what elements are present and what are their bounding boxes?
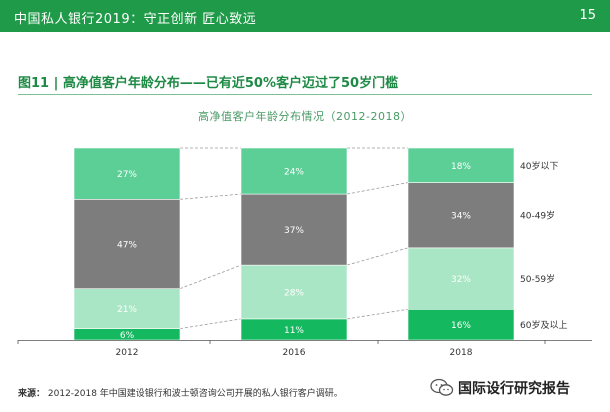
connector-line [346,308,409,320]
wechat-icon [430,378,454,396]
source-label: 来源： [18,389,46,399]
data-label-under40-2012: 27% [117,170,137,180]
title-divider [18,94,592,95]
data-label-over60-2016: 11% [284,326,304,336]
bar-segment-age50-59-2016 [240,264,348,320]
bar-segment-age50-59-2018 [407,247,515,310]
bar-segment-age40-49-2018 [407,182,515,249]
connector-line [179,318,242,329]
data-label-age40-49-2018: 34% [451,212,471,222]
source-note: 来源： 2012-2018 年中国建设银行和波士顿咨询公司开展的私人银行客户调研… [18,386,343,399]
data-label-over60-2012: 6% [120,331,135,341]
page-number: 15 [579,8,596,23]
legend-label-age40-49: 40-49岁 [520,210,555,222]
bar-segment-over60-2018 [407,308,515,341]
data-label-age50-59-2012: 21% [117,305,137,315]
data-label-under40-2018: 18% [451,162,471,172]
x-tick-label-2018: 2018 [450,348,473,358]
data-label-age50-59-2016: 28% [284,289,304,299]
legend-label-age50-59: 50-59岁 [520,273,555,285]
connector-line [179,193,242,200]
legend-label-under40: 40岁以下 [520,160,558,172]
connector-line [346,247,409,266]
bar-segment-under40-2018 [407,147,515,183]
header-bar: 中国私人银行2019：守正创新 匠心致远 15 [0,0,610,32]
bar-segment-under40-2012 [73,147,181,200]
data-label-age40-49-2012: 47% [117,241,137,251]
watermark-text: 国际设行研究报告 [458,381,570,397]
data-label-under40-2016: 24% [284,168,304,178]
legend-label-over60: 60岁及以上 [520,319,567,331]
source-text: 2012-2018 年中国建设银行和波士顿咨询公司开展的私人银行客户调研。 [47,389,343,399]
bar-segment-under40-2016 [240,147,348,195]
chart-title: 高净值客户年龄分布情况（2012-2018） [198,110,412,123]
figure-title: 图11 | 高净值客户年龄分布——已有近50%客户迈过了50岁门槛 [18,76,399,91]
data-label-age50-59-2018: 32% [451,275,471,285]
x-tick-label-2016: 2016 [283,348,306,358]
data-label-age40-49-2016: 37% [284,226,304,236]
connector-line [179,264,242,290]
connector-line [346,182,409,195]
header-title: 中国私人银行2019：守正创新 匠心致远 [14,12,257,27]
data-label-over60-2018: 16% [451,321,471,331]
x-tick-label-2012: 2012 [116,348,139,358]
